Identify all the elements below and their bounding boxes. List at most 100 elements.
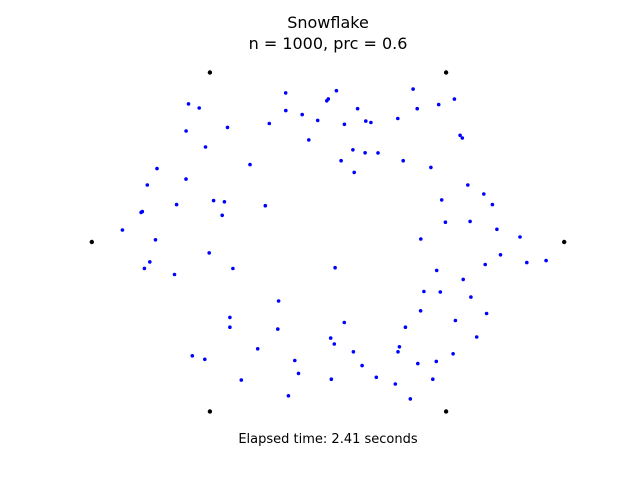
hexagon-vertex-point (207, 70, 213, 75)
scatter-point (422, 289, 426, 294)
scatter-point (376, 151, 380, 155)
scatter-point (408, 397, 413, 401)
scatter-point (153, 238, 158, 242)
scatter-point (360, 363, 364, 368)
scatter-point (139, 210, 143, 215)
scatter-point (203, 145, 208, 149)
scatter-point (469, 295, 473, 299)
scatter-point (222, 200, 227, 204)
scatter-point (283, 91, 288, 95)
scatter-point (438, 290, 443, 294)
scatter-point (355, 106, 360, 111)
scatter-point (239, 378, 244, 382)
hexagon-vertex-point (89, 239, 95, 245)
scatter-point (267, 121, 272, 126)
scatter-point (396, 116, 400, 121)
scatter-point (460, 136, 465, 140)
scatter-point (453, 318, 458, 323)
scatter-point (203, 357, 207, 362)
scatter-point (255, 347, 260, 351)
scatter-point (184, 177, 188, 181)
scatter-point (184, 129, 188, 133)
scatter-point (342, 320, 347, 325)
hexagon-vertex-point (562, 239, 567, 245)
scatter-point (418, 309, 423, 313)
scatter-point (544, 258, 548, 263)
scatter-point (461, 277, 466, 282)
scatter-point (315, 118, 320, 123)
scatter-point (351, 350, 356, 354)
scatter-point (452, 97, 457, 101)
scatter-point (439, 198, 444, 202)
scatter-point (352, 170, 357, 175)
scatter-point (174, 202, 179, 207)
scatter-point (482, 192, 486, 196)
scatter-point (197, 106, 201, 110)
points-layer (120, 87, 548, 401)
scatter-point (374, 375, 379, 380)
scatter-point (296, 371, 301, 376)
scatter-point (396, 350, 400, 354)
scatter-point (225, 125, 230, 130)
hexagon-vertex-point (207, 409, 213, 414)
scatter-point (186, 102, 191, 106)
hexagon-vertex-point (443, 409, 449, 414)
scatter-point (490, 202, 495, 207)
scatter-point (419, 237, 423, 241)
scatter-point (190, 354, 195, 358)
scatter-point (276, 327, 280, 331)
scatter-point (148, 260, 152, 264)
scatter-point (434, 359, 439, 364)
scatter-point (351, 148, 355, 152)
scatter-point (483, 262, 488, 267)
scatter-point (228, 315, 232, 320)
scatter-point (248, 162, 252, 167)
scatter-point (401, 158, 406, 163)
scatter-point (276, 299, 281, 303)
scatter-point (525, 260, 529, 265)
scatter-point (172, 272, 177, 277)
elapsed-time-caption: Elapsed time: 2.41 seconds (238, 432, 418, 447)
scatter-point (155, 166, 159, 171)
scatter-point (363, 151, 367, 155)
scatter-point (393, 382, 398, 386)
scatter-point (231, 266, 235, 271)
scatter-point (468, 219, 472, 224)
scatter-point (369, 120, 373, 125)
scatter-point (211, 198, 216, 203)
hexagon-vertex-point (443, 70, 449, 75)
scatter-point (207, 251, 211, 255)
scatter-point (364, 119, 368, 123)
scatter-point (142, 266, 147, 271)
scatter-point (458, 133, 462, 138)
scatter-point (220, 213, 224, 218)
scatter-point (342, 122, 347, 127)
scatter-point (474, 335, 479, 339)
scatter-point (333, 265, 337, 270)
scatter-point (443, 220, 448, 224)
scatter-point (328, 336, 333, 340)
scatter-point (334, 88, 339, 93)
scatter-point (498, 253, 503, 257)
scatter-point (495, 227, 499, 232)
chart-subtitle: n = 1000, prc = 0.6 (249, 34, 408, 53)
scatter-point (416, 361, 420, 366)
scatter-point (518, 235, 522, 239)
scatter-point (263, 203, 268, 208)
scatter-point (326, 97, 331, 101)
scatter-point (307, 138, 311, 142)
scatter-point (466, 183, 470, 187)
scatter-point (434, 268, 439, 273)
scatter-point (329, 377, 334, 382)
scatter-point (228, 325, 232, 330)
scatter-point (293, 358, 297, 363)
scatter-point (120, 228, 125, 232)
scatter-point (429, 165, 433, 170)
scatter-point (300, 112, 305, 117)
scatter-point (339, 158, 343, 163)
scatter-point (286, 394, 291, 398)
scatter-point (284, 108, 288, 113)
scatter-point (403, 325, 408, 330)
plot-area (89, 70, 567, 414)
